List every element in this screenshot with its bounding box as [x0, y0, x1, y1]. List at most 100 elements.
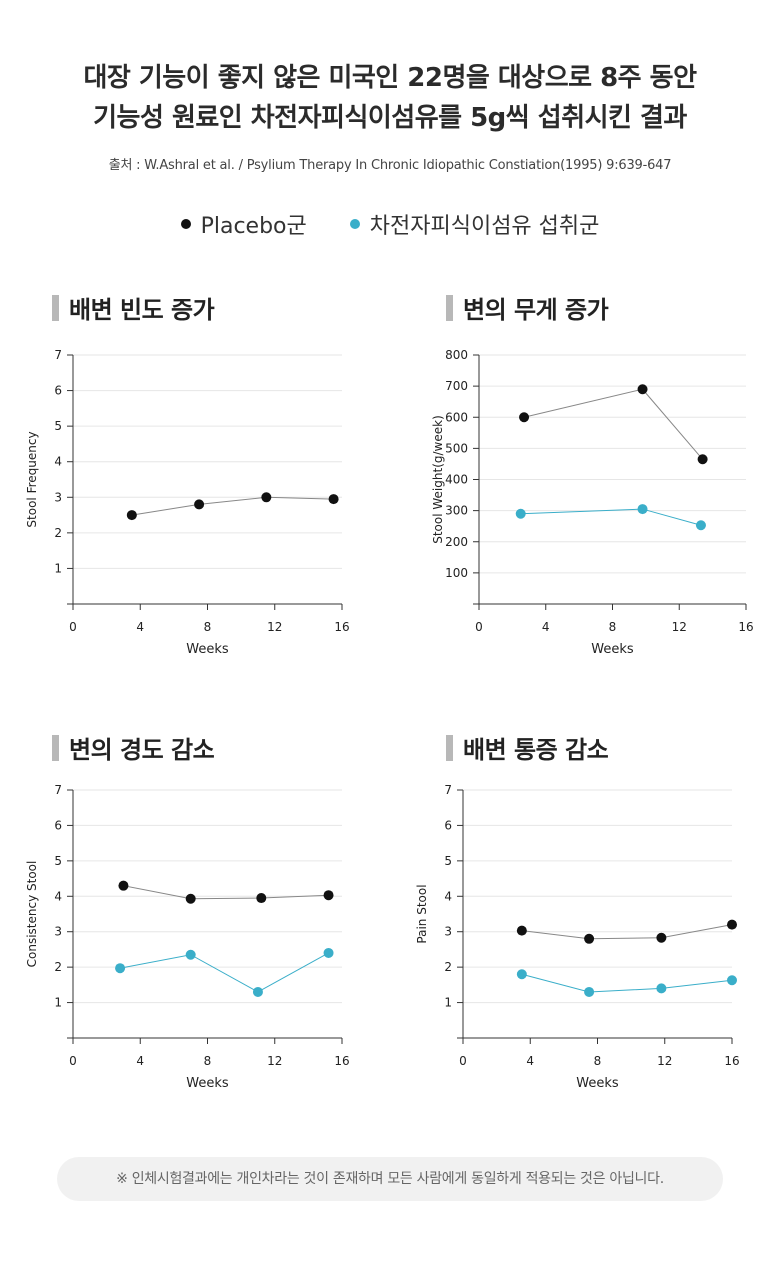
page-title: 대장 기능이 좋지 않은 미국인 22명을 대상으로 8주 동안 기능성 원료인… [0, 58, 780, 138]
x-axis-label: Weeks [576, 1076, 619, 1091]
data-point [637, 504, 648, 515]
psyllium-dot-icon [349, 219, 360, 229]
y-axis-label: Pain Stool [415, 884, 429, 943]
chart-title-text: 배변 통증 감소 [463, 736, 609, 764]
x-tick-label: 4 [542, 620, 550, 634]
y-tick-label: 3 [444, 925, 452, 939]
y-tick-label: 4 [54, 455, 62, 469]
x-tick-label: 0 [459, 1054, 467, 1068]
data-point [584, 986, 595, 997]
x-tick-label: 4 [526, 1054, 534, 1068]
data-point [656, 983, 667, 994]
legend-item-placebo: Placebo군 [180, 208, 307, 240]
chart-title-text: 변의 경도 감소 [69, 736, 215, 764]
data-point [194, 499, 205, 510]
legend-item-psyllium: 차전자피식이섬유 섭취군 [349, 208, 600, 240]
y-tick-label: 7 [444, 783, 452, 797]
data-point [727, 975, 737, 986]
x-tick-label: 8 [609, 620, 617, 634]
y-tick-label: 200 [445, 535, 468, 549]
data-point [584, 933, 595, 944]
data-point [126, 510, 137, 521]
series-line [521, 924, 733, 940]
data-point [185, 893, 196, 904]
x-tick-label: 16 [724, 1054, 739, 1068]
x-tick-label: 0 [69, 620, 77, 634]
data-point [256, 893, 267, 904]
disclaimer-footnote: ※ 인체시험결과에는 개인차라는 것이 존재하며 모든 사람에게 동일하게 적용… [57, 1157, 723, 1201]
x-tick-label: 16 [738, 620, 753, 634]
y-tick-label: 3 [54, 490, 62, 504]
data-point [185, 949, 196, 960]
x-tick-label: 16 [334, 620, 349, 634]
title-line-2: 기능성 원료인 차전자피식이섬유를 5g씩 섭취시킨 결과 [93, 103, 687, 133]
x-axis-label: Weeks [591, 642, 634, 657]
x-tick-label: 12 [672, 620, 687, 634]
chart-title-text: 배변 빈도 증가 [69, 296, 215, 324]
data-point [695, 520, 706, 531]
x-axis-label: Weeks [186, 1076, 229, 1091]
y-tick-label: 5 [444, 854, 452, 868]
placebo-dot-icon [180, 219, 191, 229]
data-point [328, 494, 339, 505]
y-axis-label: Stool Weight(g/week) [431, 415, 445, 544]
x-tick-label: 0 [475, 620, 483, 634]
series-line [131, 496, 334, 516]
data-point [637, 384, 648, 395]
y-axis-label: Consistency Stool [25, 861, 39, 968]
title-line-1: 대장 기능이 좋지 않은 미국인 22명을 대상으로 8주 동안 [83, 63, 697, 93]
data-point [727, 919, 737, 930]
y-tick-label: 700 [445, 379, 468, 393]
data-point [519, 412, 530, 423]
y-tick-label: 800 [445, 348, 468, 362]
x-tick-label: 4 [136, 1054, 144, 1068]
data-point [516, 969, 527, 980]
y-tick-label: 300 [445, 504, 468, 518]
chart-title-frequency: 배변 빈도 증가 [52, 290, 215, 325]
data-point [323, 947, 334, 958]
legend-psyllium-label: 차전자피식이섬유 섭취군 [369, 214, 600, 239]
y-tick-label: 500 [445, 441, 468, 455]
y-tick-label: 5 [54, 854, 62, 868]
series-line [119, 952, 329, 993]
data-point [656, 932, 667, 943]
data-point [115, 963, 126, 974]
y-tick-label: 2 [444, 960, 452, 974]
data-point [323, 890, 334, 901]
y-tick-label: 6 [444, 818, 452, 832]
title-marker [52, 734, 59, 761]
x-tick-label: 0 [69, 1054, 77, 1068]
y-tick-label: 7 [54, 348, 62, 362]
data-point [515, 508, 526, 519]
legend: Placebo군 차전자피식이섬유 섭취군 [0, 208, 780, 240]
chart-title-pain: 배변 통증 감소 [446, 730, 609, 765]
y-tick-label: 6 [54, 384, 62, 398]
y-tick-label: 1 [54, 561, 62, 575]
chart-title-text: 변의 무게 증가 [463, 296, 609, 324]
title-marker [52, 294, 59, 321]
legend-placebo-label: Placebo군 [200, 214, 307, 239]
y-axis-label: Stool Frequency [25, 431, 39, 527]
chart-title-consistency: 변의 경도 감소 [52, 730, 215, 765]
y-tick-label: 2 [54, 960, 62, 974]
x-tick-label: 12 [267, 1054, 282, 1068]
y-tick-label: 6 [54, 818, 62, 832]
series-line [521, 973, 733, 993]
x-tick-label: 4 [136, 620, 144, 634]
data-point [118, 880, 129, 891]
y-tick-label: 3 [54, 925, 62, 939]
y-tick-label: 1 [444, 996, 452, 1010]
y-tick-label: 400 [445, 473, 468, 487]
series-line [123, 885, 329, 900]
x-tick-label: 8 [204, 620, 212, 634]
x-axis-label: Weeks [186, 642, 229, 657]
x-tick-label: 16 [334, 1054, 349, 1068]
source-citation: 출처 : W.Ashral et al. / Psylium Therapy I… [108, 158, 672, 173]
x-tick-label: 8 [594, 1054, 602, 1068]
y-tick-label: 4 [54, 889, 62, 903]
y-tick-label: 7 [54, 783, 62, 797]
y-tick-label: 600 [445, 410, 468, 424]
